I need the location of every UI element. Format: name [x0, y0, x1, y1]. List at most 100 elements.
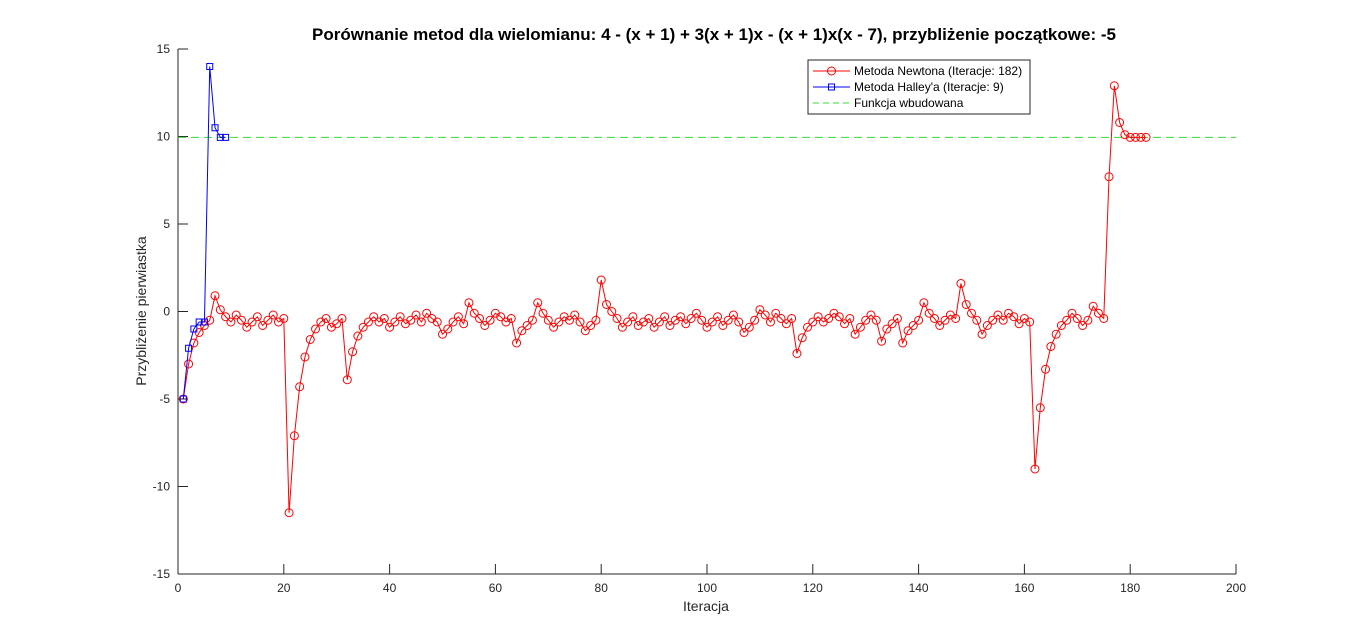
- data-point-metoda-newtona: [337, 314, 347, 323]
- data-point-metoda-newtona: [993, 310, 1003, 320]
- data-point-metoda-newtona: [691, 308, 701, 318]
- data-point-metoda-newtona: [1009, 312, 1019, 322]
- data-point-metoda-newtona: [601, 300, 611, 309]
- data-point-metoda-halleya: [216, 133, 224, 141]
- data-point-metoda-newtona: [718, 321, 728, 330]
- data-point-metoda-newtona: [855, 322, 865, 332]
- data-point-metoda-newtona: [284, 508, 294, 518]
- x-tick-label: 0: [175, 581, 182, 595]
- data-point-metoda-newtona: [988, 315, 998, 325]
- data-point-metoda-newtona: [871, 315, 881, 325]
- data-point-metoda-newtona: [342, 375, 352, 385]
- data-point-metoda-newtona: [422, 308, 432, 318]
- data-point-metoda-newtona: [289, 431, 299, 441]
- data-point-metoda-newtona: [628, 312, 638, 322]
- data-point-metoda-newtona: [1115, 118, 1125, 127]
- y-tick-label: 0: [163, 305, 170, 319]
- data-point-metoda-newtona: [416, 317, 426, 327]
- data-point-metoda-newtona: [877, 336, 887, 346]
- data-point-metoda-newtona: [268, 310, 278, 320]
- data-point-metoda-newtona: [210, 291, 220, 301]
- data-point-metoda-halleya: [222, 133, 230, 141]
- data-point-metoda-halleya: [185, 344, 193, 352]
- data-point-metoda-newtona: [850, 329, 860, 339]
- data-point-metoda-newtona: [744, 322, 754, 332]
- data-point-metoda-newtona: [607, 307, 617, 316]
- data-point-metoda-newtona: [734, 317, 744, 327]
- data-point-metoda-newtona: [1093, 308, 1103, 318]
- data-point-metoda-newtona: [522, 321, 532, 330]
- data-point-metoda-newtona: [728, 310, 738, 320]
- data-point-metoda-newtona: [231, 310, 241, 320]
- y-tick-label: 15: [157, 42, 171, 56]
- data-point-metoda-newtona: [612, 314, 622, 323]
- data-point-metoda-newtona: [1109, 81, 1119, 91]
- data-point-metoda-newtona: [892, 314, 902, 323]
- data-point-metoda-newtona: [1025, 317, 1035, 327]
- x-tick-label: 160: [1014, 581, 1034, 595]
- data-point-metoda-newtona: [363, 317, 373, 327]
- data-point-metoda-newtona: [1125, 132, 1135, 142]
- y-tick-label: -15: [153, 567, 171, 581]
- legend-marker-metoda-newtona: [827, 66, 836, 76]
- data-point-metoda-newtona: [464, 298, 474, 308]
- data-point-metoda-newtona: [533, 298, 543, 308]
- data-point-metoda-newtona: [247, 317, 257, 327]
- data-point-metoda-newtona: [438, 329, 447, 339]
- data-point-metoda-newtona: [236, 315, 246, 325]
- data-point-metoda-newtona: [485, 315, 495, 325]
- data-point-metoda-newtona: [951, 314, 961, 323]
- data-point-metoda-newtona: [279, 314, 289, 323]
- data-point-metoda-newtona: [765, 317, 775, 327]
- data-point-metoda-newtona: [1072, 314, 1082, 323]
- data-point-metoda-newtona: [305, 335, 315, 344]
- data-point-metoda-newtona: [977, 329, 987, 339]
- data-point-metoda-newtona: [1067, 308, 1077, 318]
- data-point-metoda-newtona: [739, 328, 749, 337]
- data-point-metoda-newtona: [596, 275, 606, 285]
- data-point-metoda-newtona: [723, 315, 733, 325]
- data-point-metoda-newtona: [554, 317, 564, 327]
- data-point-metoda-newtona: [348, 347, 358, 357]
- data-point-metoda-newtona: [681, 319, 691, 329]
- data-point-metoda-newtona: [263, 315, 273, 325]
- data-point-metoda-newtona: [453, 312, 463, 322]
- data-point-metoda-newtona: [385, 322, 395, 332]
- series-line-metoda-newtona: [182, 85, 1147, 513]
- data-point-metoda-newtona: [575, 317, 585, 327]
- data-point-metoda-newtona: [475, 314, 485, 323]
- data-point-metoda-newtona: [967, 308, 976, 318]
- data-point-metoda-newtona: [660, 312, 670, 322]
- data-point-metoda-newtona: [1014, 319, 1024, 329]
- data-point-metoda-newtona: [861, 315, 871, 325]
- data-point-metoda-newtona: [813, 312, 823, 322]
- data-point-metoda-newtona: [824, 314, 834, 323]
- data-point-metoda-newtona: [379, 314, 389, 323]
- data-point-metoda-newtona: [512, 338, 522, 348]
- data-point-metoda-newtona: [411, 310, 421, 320]
- data-point-metoda-halleya: [200, 318, 208, 326]
- data-point-metoda-newtona: [908, 321, 918, 330]
- data-point-metoda-newtona: [527, 315, 537, 325]
- data-point-metoda-newtona: [321, 314, 331, 323]
- data-point-metoda-newtona: [1046, 342, 1056, 351]
- x-tick-label: 200: [1226, 581, 1246, 595]
- data-point-metoda-newtona: [570, 310, 580, 320]
- data-point-metoda-newtona: [358, 322, 368, 332]
- legend-label-metoda-halleya: Metoda Halley'a (Iteracje: 9): [854, 80, 1004, 94]
- data-point-metoda-newtona: [221, 312, 231, 322]
- data-point-metoda-newtona: [469, 308, 479, 318]
- data-point-metoda-newtona: [517, 326, 527, 336]
- data-point-metoda-newtona: [697, 315, 707, 325]
- data-point-metoda-newtona: [496, 312, 506, 322]
- chart-title: Porównanie metod dla wielomianu: 4 - (x …: [312, 25, 1116, 44]
- data-point-metoda-newtona: [369, 312, 379, 322]
- data-point-metoda-newtona: [1136, 132, 1146, 142]
- data-point-metoda-halleya: [195, 318, 203, 326]
- data-point-metoda-newtona: [956, 279, 966, 288]
- data-point-metoda-newtona: [1051, 329, 1061, 339]
- y-tick-label: 10: [157, 130, 171, 144]
- data-point-metoda-newtona: [1088, 301, 1098, 311]
- legend-marker-metoda-halleya: [828, 83, 835, 91]
